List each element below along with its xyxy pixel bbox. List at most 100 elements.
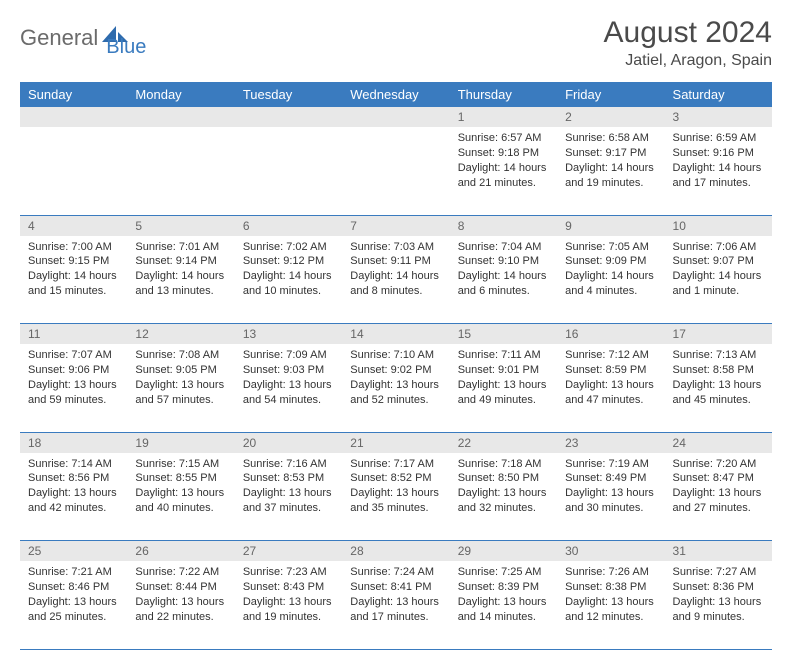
- sunrise-line: Sunrise: 7:24 AM: [350, 565, 441, 580]
- sunrise-line: Sunrise: 7:25 AM: [458, 565, 549, 580]
- day-content: Sunrise: 7:03 AMSunset: 9:11 PMDaylight:…: [342, 236, 449, 305]
- daylight-line: Daylight: 13 hours and 12 minutes.: [565, 595, 656, 625]
- day-cell: Sunrise: 7:14 AMSunset: 8:56 PMDaylight:…: [20, 453, 127, 541]
- day-content: Sunrise: 7:27 AMSunset: 8:36 PMDaylight:…: [665, 561, 772, 630]
- day-content: Sunrise: 7:18 AMSunset: 8:50 PMDaylight:…: [450, 453, 557, 522]
- sunrise-line: Sunrise: 7:16 AM: [243, 457, 334, 472]
- daylight-line: Daylight: 13 hours and 59 minutes.: [28, 378, 119, 408]
- daylight-line: Daylight: 13 hours and 17 minutes.: [350, 595, 441, 625]
- sunrise-line: Sunrise: 6:59 AM: [673, 131, 764, 146]
- sunset-line: Sunset: 9:10 PM: [458, 254, 549, 269]
- sunset-line: Sunset: 9:09 PM: [565, 254, 656, 269]
- title-block: August 2024 Jatiel, Aragon, Spain: [604, 16, 772, 70]
- day-number: [342, 107, 449, 127]
- daynum-row: 11121314151617: [20, 324, 772, 345]
- daylight-line: Daylight: 14 hours and 4 minutes.: [565, 269, 656, 299]
- day-content: Sunrise: 7:09 AMSunset: 9:03 PMDaylight:…: [235, 344, 342, 413]
- day-cell: Sunrise: 7:27 AMSunset: 8:36 PMDaylight:…: [665, 561, 772, 649]
- day-number: 23: [557, 432, 664, 453]
- sunset-line: Sunset: 9:12 PM: [243, 254, 334, 269]
- day-content: Sunrise: 7:00 AMSunset: 9:15 PMDaylight:…: [20, 236, 127, 305]
- sunrise-line: Sunrise: 7:12 AM: [565, 348, 656, 363]
- day-number: 26: [127, 541, 234, 562]
- sunset-line: Sunset: 8:46 PM: [28, 580, 119, 595]
- week-row: Sunrise: 6:57 AMSunset: 9:18 PMDaylight:…: [20, 127, 772, 215]
- day-cell: [127, 127, 234, 215]
- day-number: 8: [450, 215, 557, 236]
- daylight-line: Daylight: 13 hours and 45 minutes.: [673, 378, 764, 408]
- day-number: [20, 107, 127, 127]
- sunset-line: Sunset: 8:50 PM: [458, 471, 549, 486]
- day-cell: [235, 127, 342, 215]
- week-row: Sunrise: 7:21 AMSunset: 8:46 PMDaylight:…: [20, 561, 772, 649]
- sunrise-line: Sunrise: 7:23 AM: [243, 565, 334, 580]
- day-number: 27: [235, 541, 342, 562]
- day-content: Sunrise: 6:58 AMSunset: 9:17 PMDaylight:…: [557, 127, 664, 196]
- daylight-line: Daylight: 13 hours and 25 minutes.: [28, 595, 119, 625]
- sunrise-line: Sunrise: 7:14 AM: [28, 457, 119, 472]
- sunset-line: Sunset: 8:55 PM: [135, 471, 226, 486]
- day-cell: Sunrise: 7:16 AMSunset: 8:53 PMDaylight:…: [235, 453, 342, 541]
- day-content: Sunrise: 6:57 AMSunset: 9:18 PMDaylight:…: [450, 127, 557, 196]
- sunrise-line: Sunrise: 7:13 AM: [673, 348, 764, 363]
- day-content: Sunrise: 7:11 AMSunset: 9:01 PMDaylight:…: [450, 344, 557, 413]
- daylight-line: Daylight: 13 hours and 57 minutes.: [135, 378, 226, 408]
- sunrise-line: Sunrise: 6:57 AM: [458, 131, 549, 146]
- day-number: [235, 107, 342, 127]
- sunrise-line: Sunrise: 7:15 AM: [135, 457, 226, 472]
- sunrise-line: Sunrise: 7:19 AM: [565, 457, 656, 472]
- day-cell: Sunrise: 7:12 AMSunset: 8:59 PMDaylight:…: [557, 344, 664, 432]
- sunrise-line: Sunrise: 7:18 AM: [458, 457, 549, 472]
- day-number: 28: [342, 541, 449, 562]
- sunrise-line: Sunrise: 7:22 AM: [135, 565, 226, 580]
- sunset-line: Sunset: 8:38 PM: [565, 580, 656, 595]
- sunset-line: Sunset: 9:02 PM: [350, 363, 441, 378]
- daylight-line: Daylight: 13 hours and 14 minutes.: [458, 595, 549, 625]
- sunrise-line: Sunrise: 7:27 AM: [673, 565, 764, 580]
- day-cell: Sunrise: 7:11 AMSunset: 9:01 PMDaylight:…: [450, 344, 557, 432]
- daylight-line: Daylight: 14 hours and 8 minutes.: [350, 269, 441, 299]
- day-cell: Sunrise: 7:04 AMSunset: 9:10 PMDaylight:…: [450, 236, 557, 324]
- weekday-header: Thursday: [450, 82, 557, 107]
- day-number: 31: [665, 541, 772, 562]
- day-cell: [342, 127, 449, 215]
- day-number: 29: [450, 541, 557, 562]
- day-content: Sunrise: 7:02 AMSunset: 9:12 PMDaylight:…: [235, 236, 342, 305]
- sunset-line: Sunset: 8:59 PM: [565, 363, 656, 378]
- day-cell: Sunrise: 7:26 AMSunset: 8:38 PMDaylight:…: [557, 561, 664, 649]
- day-number: 13: [235, 324, 342, 345]
- sunrise-line: Sunrise: 7:03 AM: [350, 240, 441, 255]
- day-content: Sunrise: 7:14 AMSunset: 8:56 PMDaylight:…: [20, 453, 127, 522]
- day-content: Sunrise: 6:59 AMSunset: 9:16 PMDaylight:…: [665, 127, 772, 196]
- daylight-line: Daylight: 13 hours and 42 minutes.: [28, 486, 119, 516]
- day-cell: Sunrise: 6:59 AMSunset: 9:16 PMDaylight:…: [665, 127, 772, 215]
- sunset-line: Sunset: 8:56 PM: [28, 471, 119, 486]
- day-number: 14: [342, 324, 449, 345]
- calendar-head: SundayMondayTuesdayWednesdayThursdayFrid…: [20, 82, 772, 107]
- day-number: 30: [557, 541, 664, 562]
- weekday-header: Sunday: [20, 82, 127, 107]
- day-number: 24: [665, 432, 772, 453]
- sunset-line: Sunset: 9:07 PM: [673, 254, 764, 269]
- sunrise-line: Sunrise: 7:26 AM: [565, 565, 656, 580]
- day-cell: Sunrise: 7:19 AMSunset: 8:49 PMDaylight:…: [557, 453, 664, 541]
- daylight-line: Daylight: 14 hours and 10 minutes.: [243, 269, 334, 299]
- sunset-line: Sunset: 8:39 PM: [458, 580, 549, 595]
- daynum-row: 25262728293031: [20, 541, 772, 562]
- day-number: 9: [557, 215, 664, 236]
- sunset-line: Sunset: 8:43 PM: [243, 580, 334, 595]
- daylight-line: Daylight: 13 hours and 35 minutes.: [350, 486, 441, 516]
- day-cell: Sunrise: 7:21 AMSunset: 8:46 PMDaylight:…: [20, 561, 127, 649]
- day-content: Sunrise: 7:22 AMSunset: 8:44 PMDaylight:…: [127, 561, 234, 630]
- day-cell: Sunrise: 7:10 AMSunset: 9:02 PMDaylight:…: [342, 344, 449, 432]
- month-title: August 2024: [604, 16, 772, 50]
- sunrise-line: Sunrise: 7:08 AM: [135, 348, 226, 363]
- week-row: Sunrise: 7:00 AMSunset: 9:15 PMDaylight:…: [20, 236, 772, 324]
- sunrise-line: Sunrise: 7:00 AM: [28, 240, 119, 255]
- day-cell: Sunrise: 7:06 AMSunset: 9:07 PMDaylight:…: [665, 236, 772, 324]
- day-cell: Sunrise: 7:03 AMSunset: 9:11 PMDaylight:…: [342, 236, 449, 324]
- daylight-line: Daylight: 14 hours and 1 minute.: [673, 269, 764, 299]
- logo-text-blue: Blue: [106, 36, 146, 59]
- day-number: 4: [20, 215, 127, 236]
- sunrise-line: Sunrise: 7:11 AM: [458, 348, 549, 363]
